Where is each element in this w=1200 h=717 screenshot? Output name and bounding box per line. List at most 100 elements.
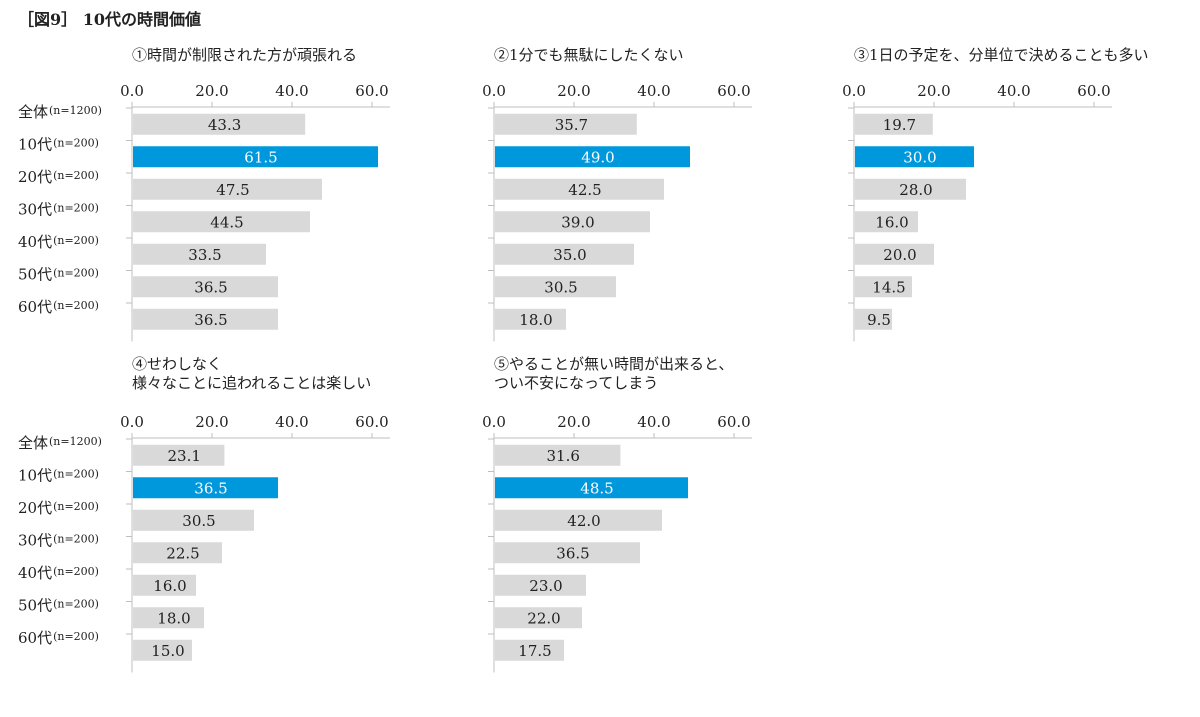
bar [495,477,688,499]
category-label: 40代 [18,564,52,582]
category-label: 60代 [18,298,52,316]
tick-label: 0.0 [842,82,866,100]
value-label: 48.5 [580,479,613,497]
category-note: (n=200) [53,169,99,182]
tick-label: 40.0 [637,413,670,431]
bar-chart: 0.020.040.060.080.023.1全体(n=1200)36.510代… [18,413,390,673]
value-label: 35.0 [553,246,586,264]
value-label: 36.5 [194,479,227,497]
value-label: 49.0 [581,148,614,166]
bar [133,211,310,233]
value-label: 33.5 [188,246,221,264]
tick-label: 60.0 [717,82,750,100]
category-label: 50代 [18,266,52,284]
category-note: (n=200) [53,234,99,247]
bar [133,113,306,135]
category-label: 20代 [18,499,52,517]
value-label: 43.3 [208,116,241,134]
chart-panel-2: ②1分でも無駄にしたくない 0.020.040.060.080.035.749.… [372,46,752,386]
value-label: 16.0 [875,213,908,231]
value-label: 36.5 [556,544,589,562]
value-label: 39.0 [561,213,594,231]
category-label: 40代 [18,233,52,251]
bar [133,639,192,661]
tick-label: 20.0 [917,82,950,100]
value-label: 44.5 [210,213,243,231]
value-label: 22.5 [166,544,199,562]
bar [855,276,912,298]
value-label: 19.7 [883,116,916,134]
tick-label: 60.0 [355,413,388,431]
tick-label: 20.0 [557,82,590,100]
value-label: 31.6 [546,447,579,465]
value-label: 15.0 [151,642,184,660]
chart-panel-3: ③1日の予定を、分単位で決めることも多い 0.020.040.060.080.0… [732,46,1149,386]
value-label: 42.0 [567,512,600,530]
value-label: 30.5 [182,512,215,530]
bar [495,308,566,330]
category-label: 50代 [18,597,52,615]
value-label: 23.1 [167,447,200,465]
category-note: (n=1200) [49,435,102,448]
category-note: (n=200) [53,299,99,312]
chart-title: ①時間が制限された方が頑張れる [132,46,358,64]
value-label: 30.5 [544,278,577,296]
chart-title: ④せわしなく 様々なことに追われることは楽しい [132,355,372,392]
category-note: (n=1200) [49,104,102,117]
bar [495,178,664,200]
tick-label: 20.0 [557,413,590,431]
category-label: 全体 [18,103,48,121]
category-note: (n=200) [53,533,99,546]
category-note: (n=200) [53,565,99,578]
bar [133,178,322,200]
chart-title: ③1日の予定を、分単位で決めることも多い [854,46,1149,64]
bar [133,146,378,168]
tick-label: 0.0 [482,82,506,100]
bar [495,574,586,596]
tick-label: 20.0 [195,82,228,100]
bar [133,607,204,629]
bar [855,308,892,330]
value-label: 23.0 [529,577,562,595]
chart-title: ②1分でも無駄にしたくない [494,46,684,64]
category-note: (n=200) [53,500,99,513]
tick-label: 20.0 [195,413,228,431]
value-label: 36.5 [194,278,227,296]
bar [495,607,582,629]
value-label: 28.0 [899,181,932,199]
value-label: 47.5 [216,181,249,199]
bar [495,509,662,531]
tick-label: 60.0 [355,82,388,100]
bar-chart: 0.020.040.060.080.035.749.042.539.035.03… [482,82,752,342]
category-note: (n=200) [53,137,99,150]
bar [133,574,196,596]
value-label: 61.5 [244,148,277,166]
category-label: 全体 [18,434,48,452]
value-label: 14.5 [872,278,905,296]
value-label: 20.0 [883,246,916,264]
bar [495,146,690,168]
category-note: (n=200) [53,630,99,643]
bar [133,444,225,466]
category-note: (n=200) [53,202,99,215]
category-note: (n=200) [53,267,99,280]
bar [133,308,278,330]
value-label: 30.0 [903,148,936,166]
figure-title: ［図9］ 10代の時間価値 [18,10,201,29]
category-label: 60代 [18,629,52,647]
bar [133,477,278,499]
bar [133,276,278,298]
category-label: 10代 [18,136,52,154]
bar [495,639,564,661]
bar [495,243,634,265]
tick-label: 40.0 [997,82,1030,100]
category-label: 30代 [18,532,52,550]
tick-label: 40.0 [275,82,308,100]
value-label: 42.5 [568,181,601,199]
value-label: 22.0 [527,609,560,627]
chart-title: ⑤やることが無い時間が出来ると、 つい不安になってしまう [494,355,734,392]
value-label: 9.5 [867,311,891,329]
tick-label: 0.0 [120,413,144,431]
bar-chart: 0.020.040.060.080.019.730.028.016.020.01… [842,82,1112,342]
bar [855,113,933,135]
